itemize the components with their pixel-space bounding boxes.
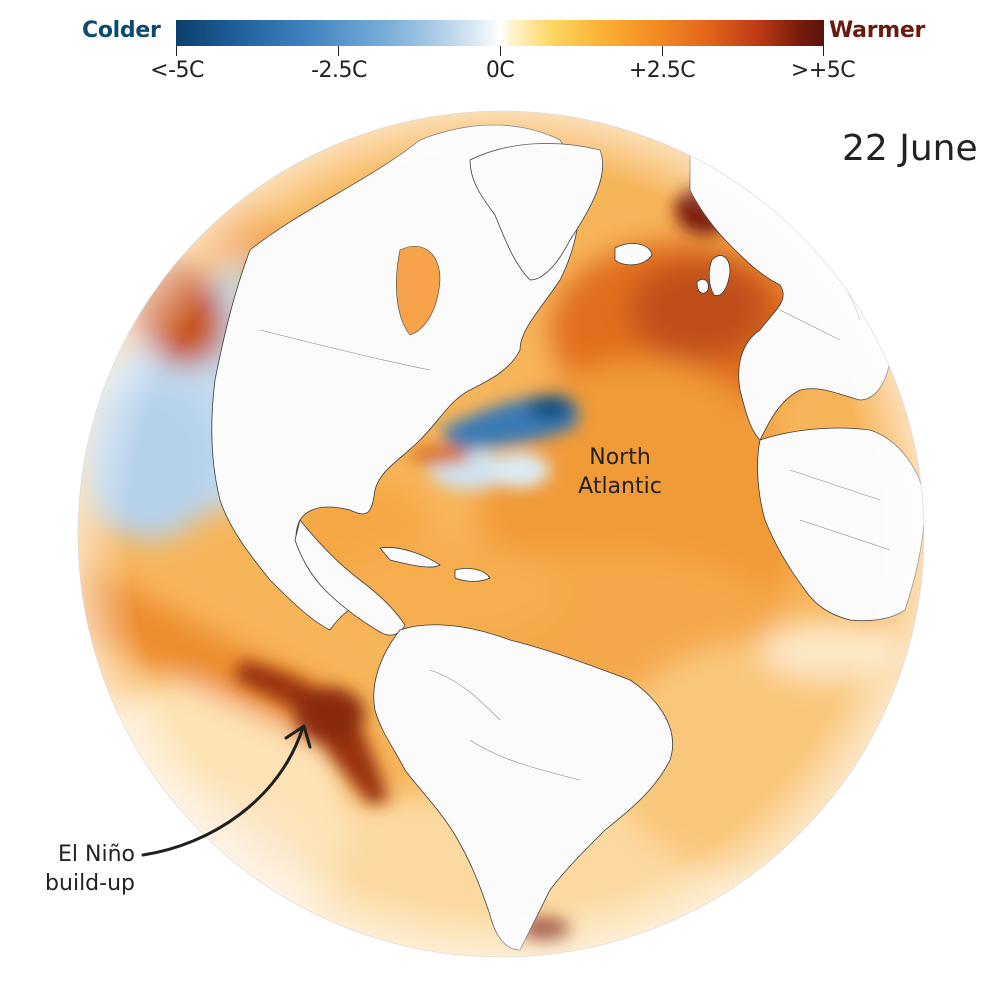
legend-colder-label: Colder — [82, 18, 161, 43]
legend-tick-label: +2.5C — [628, 58, 696, 83]
legend-tick-label: -2.5C — [311, 58, 367, 83]
north-atlantic-label-line1: North — [589, 445, 651, 470]
legend-tick — [176, 46, 177, 56]
el-nino-label-line1: El Niño — [58, 842, 135, 867]
legend-warmer-label: Warmer — [829, 18, 926, 43]
el-nino-label: El Niño build-up — [10, 840, 135, 898]
legend-tick — [823, 46, 824, 56]
legend-tick — [338, 46, 339, 56]
legend-tick-label: 0C — [485, 58, 515, 83]
el-nino-arrow — [141, 724, 312, 857]
north-atlantic-label: North Atlantic — [567, 443, 673, 501]
legend-tick-label: <-5C — [150, 58, 204, 83]
color-legend: Colder Warmer <-5C -2.5C 0C +2.5C >+5C — [0, 0, 1000, 95]
north-atlantic-label-line2: Atlantic — [578, 474, 662, 499]
sst-anomaly-layer — [78, 111, 924, 957]
legend-tick-label: >+5C — [790, 58, 856, 83]
globe-outline — [77, 110, 925, 958]
legend-tick — [500, 46, 501, 56]
date-label: 22 June — [842, 128, 978, 169]
el-nino-label-line2: build-up — [45, 871, 135, 896]
legend-tick — [662, 46, 663, 56]
legend-color-bar — [176, 20, 824, 46]
